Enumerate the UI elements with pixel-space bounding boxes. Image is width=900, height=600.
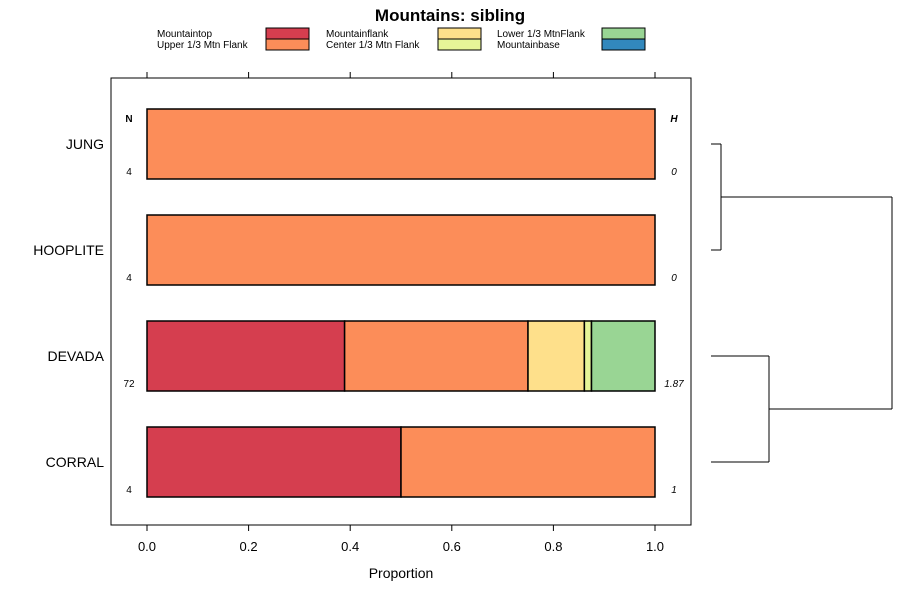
x-tick-label: 1.0 <box>646 539 664 554</box>
plot-frame <box>110 77 692 526</box>
h-value: 0 <box>671 167 677 178</box>
n-value: 4 <box>126 273 132 284</box>
chart-title: Mountains: sibling <box>375 6 525 25</box>
legend-label: Upper 1/3 Mtn Flank <box>157 40 249 51</box>
legend-swatch <box>601 27 646 40</box>
h-value: 0 <box>671 273 677 284</box>
x-tick-label: 0.6 <box>443 539 461 554</box>
category-label: CORRAL <box>46 454 105 470</box>
x-axis: 0.0 0.2 0.4 0.6 0.8 1.0 <box>138 72 664 554</box>
legend-label: Center 1/3 Mtn Flank <box>326 40 420 51</box>
category-label: HOOPLITE <box>33 242 104 258</box>
labels: JUNG 4 0 HOOPLITE 4 0 DEVADA 72 1.87 CORRAL 4 1 N H <box>33 114 684 496</box>
bar-segment <box>400 426 656 498</box>
x-tick-label: 0.2 <box>240 539 258 554</box>
dendrogram <box>711 143 893 463</box>
bar-segment <box>146 426 402 498</box>
x-tick-label: 0.8 <box>544 539 562 554</box>
legend-swatch <box>265 27 310 40</box>
x-tick-label: 0.0 <box>138 539 156 554</box>
bar-segment <box>527 320 586 392</box>
n-value: 4 <box>126 485 132 496</box>
bar-segment <box>146 320 346 392</box>
legend-label: Mountainflank <box>326 29 389 40</box>
category-label: DEVADA <box>47 348 104 364</box>
bars <box>146 108 656 498</box>
x-tick-label: 0.4 <box>341 539 359 554</box>
bar-segment <box>583 320 593 392</box>
legend-swatch <box>437 27 482 40</box>
category-label: JUNG <box>66 136 104 152</box>
x-axis-label: Proportion <box>369 565 434 581</box>
legend-swatch <box>601 38 646 51</box>
bar-segment <box>146 108 656 180</box>
n-value: 72 <box>123 379 135 390</box>
legend-swatch <box>265 38 310 51</box>
bar-segment <box>146 214 656 286</box>
n-header: N <box>125 114 132 125</box>
bar-segment <box>590 320 656 392</box>
legend-label: Mountainbase <box>497 40 560 51</box>
legend-label: Lower 1/3 MtnFlank <box>497 29 586 40</box>
h-value: 1 <box>671 485 677 496</box>
legend-swatch <box>437 38 482 51</box>
h-header: H <box>670 114 678 125</box>
legend-label: Mountaintop <box>157 29 212 40</box>
bar-segment <box>343 320 529 392</box>
n-value: 4 <box>126 167 132 178</box>
h-value: 1.87 <box>664 379 684 390</box>
